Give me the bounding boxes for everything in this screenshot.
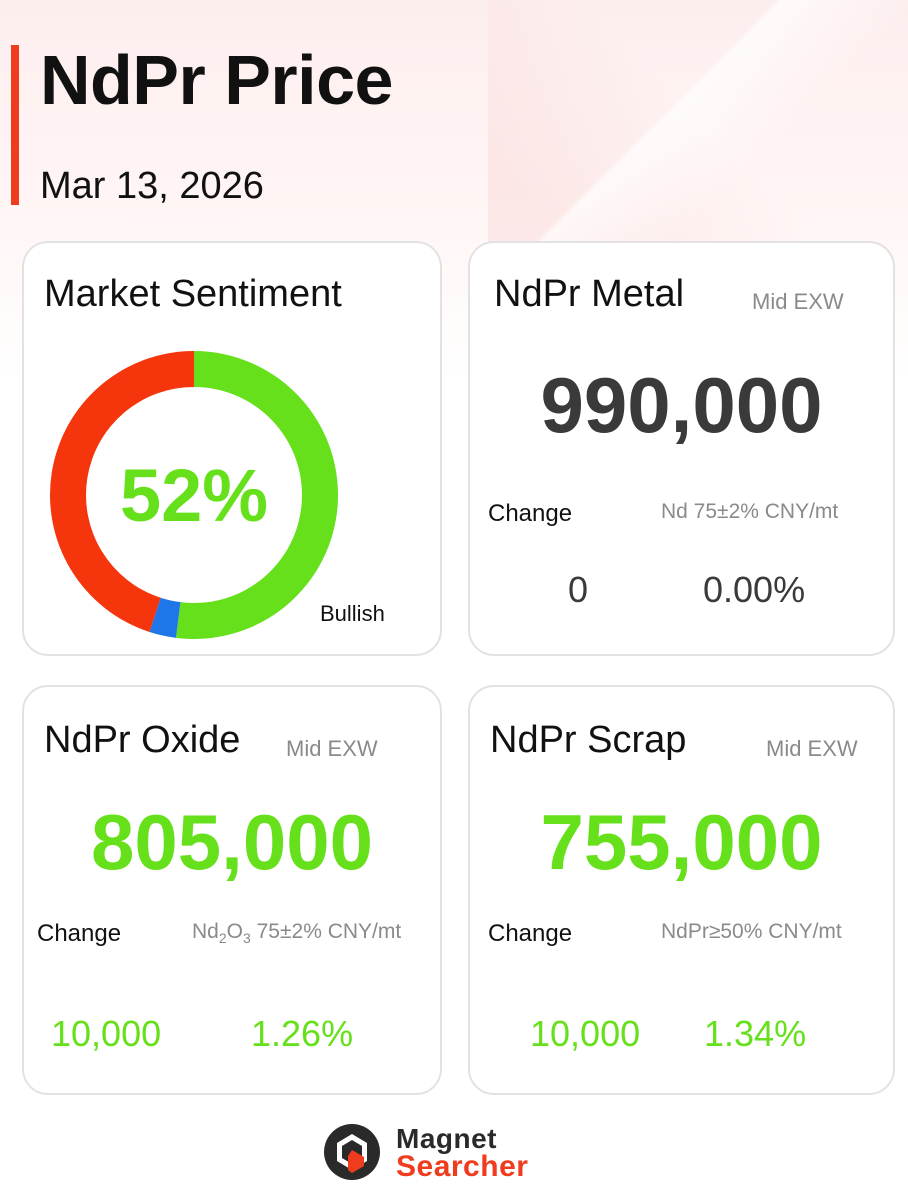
- ndpr-metal-card: NdPr Metal Mid EXW 990,000 Change Nd 75±…: [468, 241, 895, 656]
- title-accent-bar: [11, 45, 19, 205]
- page-title: NdPr Price: [40, 41, 393, 119]
- magnet-searcher-logo-icon: [322, 1122, 382, 1182]
- ndpr-oxide-change-percent: 1.26%: [251, 1013, 354, 1054]
- sentiment-segment-bearish: [49, 351, 194, 632]
- ndpr-oxide-spec-mid: O: [226, 920, 243, 943]
- ndpr-oxide-title: NdPr Oxide: [44, 719, 241, 761]
- ndpr-scrap-title: NdPr Scrap: [490, 719, 687, 761]
- ndpr-oxide-basis: Mid EXW: [286, 736, 378, 761]
- brand-name-line1: Magnet: [396, 1123, 497, 1154]
- ndpr-oxide-spec-prefix: Nd: [192, 920, 219, 943]
- ndpr-scrap-change-percent: 1.34%: [704, 1013, 807, 1054]
- ndpr-oxide-price: 805,000: [91, 798, 373, 886]
- ndpr-oxide-spec-sub2: 3: [243, 930, 251, 947]
- ndpr-metal-change-percent: 0.00%: [703, 569, 806, 610]
- ndpr-metal-basis: Mid EXW: [752, 289, 844, 314]
- sentiment-segment-neutral: [149, 597, 181, 638]
- ndpr-metal-change-value: 0: [568, 569, 589, 610]
- ndpr-scrap-basis: Mid EXW: [766, 736, 858, 761]
- sentiment-percent: 52%: [119, 453, 269, 537]
- ndpr-oxide-card: NdPr Oxide Mid EXW 805,000 Change Nd2O3 …: [22, 685, 442, 1095]
- ndpr-scrap-price: 755,000: [540, 798, 823, 886]
- ndpr-metal-price: 990,000: [540, 361, 823, 449]
- ndpr-oxide-spec: Nd2O3 75±2% CNY/mt: [192, 920, 401, 946]
- ndpr-oxide-change-label: Change: [37, 920, 122, 947]
- ndpr-oxide-spec-sub1: 2: [218, 930, 227, 947]
- ndpr-oxide-change-value: 10,000: [51, 1013, 162, 1054]
- page-date: Mar 13, 2026: [40, 165, 264, 207]
- ndpr-scrap-spec: NdPr≥50% CNY/mt: [661, 920, 842, 943]
- ndpr-scrap-change-label: Change: [488, 920, 573, 947]
- brand-name-line2: Searcher: [396, 1150, 529, 1183]
- ndpr-metal-spec: Nd 75±2% CNY/mt: [661, 500, 839, 523]
- sentiment-segment-bullish: [175, 351, 338, 639]
- sentiment-donut-chart: 52%: [49, 350, 339, 640]
- ndpr-scrap-card: NdPr Scrap Mid EXW 755,000 Change NdPr≥5…: [468, 685, 895, 1095]
- ndpr-scrap-change-value: 10,000: [530, 1013, 641, 1054]
- sentiment-donut-svg: [49, 351, 338, 639]
- ndpr-metal-change-label: Change: [488, 500, 573, 527]
- ndpr-metal-title: NdPr Metal: [494, 273, 685, 315]
- ndpr-oxide-spec-suffix: 75±2% CNY/mt: [250, 920, 402, 943]
- market-sentiment-card: Market Sentiment 52% Bullish: [22, 241, 442, 656]
- logo-svg: [324, 1124, 380, 1180]
- sentiment-legend-label: Bullish: [320, 601, 385, 626]
- market-sentiment-title: Market Sentiment: [44, 273, 342, 315]
